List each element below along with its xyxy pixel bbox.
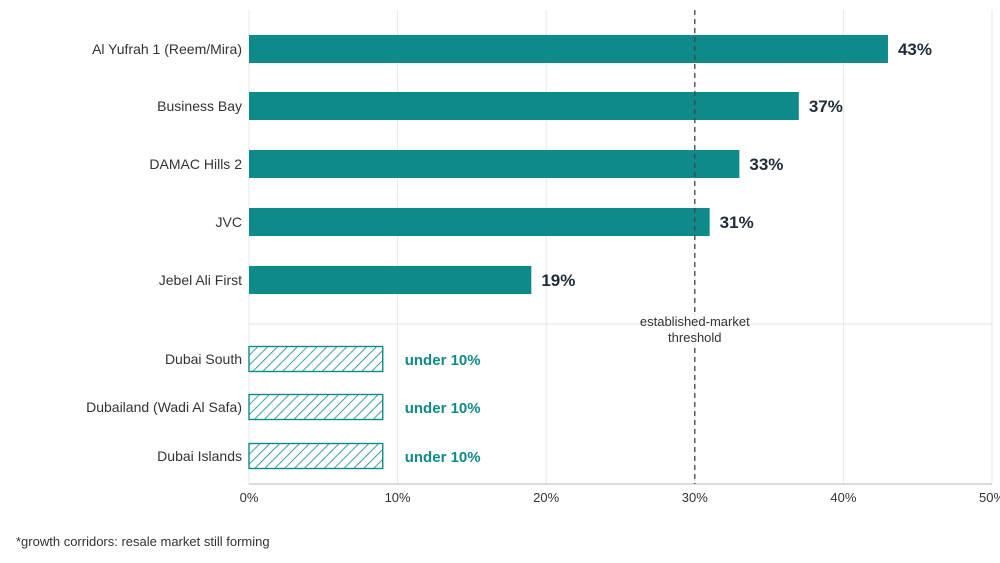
bar [249, 208, 710, 236]
category-label: Dubai South [165, 351, 242, 367]
bar [249, 150, 740, 178]
bar [249, 92, 799, 120]
category-label: DAMAC Hills 2 [149, 156, 242, 172]
x-tick-label: 0% [240, 490, 259, 505]
threshold-label: threshold [668, 330, 721, 345]
threshold-label: established-market [640, 314, 750, 329]
data-label: 31% [720, 213, 754, 232]
x-tick-label: 50% [979, 490, 1000, 505]
bar-chart: 0% 10% 20% 30% 40% 50% Al Yufrah 1 (Reem/Mira)… [86, 10, 1000, 505]
category-label: Jebel Ali First [159, 272, 242, 288]
category-label: Dubai Islands [157, 448, 242, 464]
data-label: 33% [749, 155, 783, 174]
category-label: Business Bay [157, 98, 242, 114]
x-tick-label: 10% [385, 490, 411, 505]
data-label: under 10% [405, 400, 481, 417]
data-label: 19% [541, 271, 575, 290]
x-tick-label: 40% [830, 490, 856, 505]
data-label: 37% [809, 97, 843, 116]
data-label: under 10% [405, 352, 481, 369]
bar-hatched [248, 442, 384, 470]
x-tick-label: 20% [533, 490, 559, 505]
category-label: Dubailand (Wadi Al Safa) [86, 399, 242, 415]
bar-hatched [248, 393, 384, 421]
category-label: JVC [216, 214, 242, 230]
data-label: 43% [898, 40, 932, 59]
footnote: *growth corridors: resale market still f… [16, 534, 270, 549]
bar [249, 266, 532, 294]
bar-hatched [248, 345, 384, 373]
x-tick-label: 30% [682, 490, 708, 505]
category-label: Al Yufrah 1 (Reem/Mira) [92, 41, 242, 57]
data-label: under 10% [405, 449, 481, 466]
bar [249, 35, 888, 63]
